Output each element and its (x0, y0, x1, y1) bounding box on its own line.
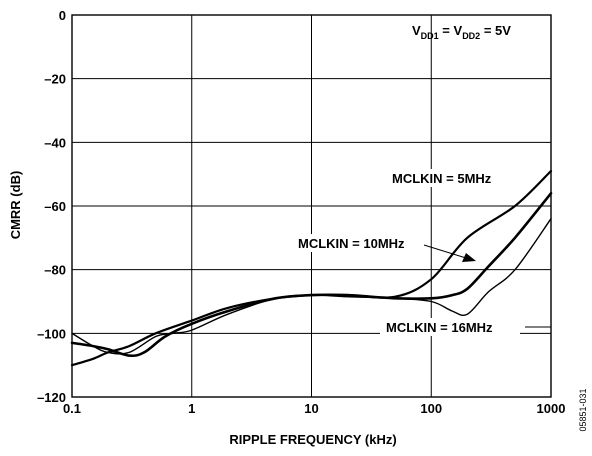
annotation-16mhz: MCLKIN = 16MHz (386, 320, 493, 335)
x-tick-label: 1000 (537, 401, 566, 416)
y-axis-label: CMRR (dB) (8, 171, 23, 240)
x-tick-label: 1 (188, 401, 195, 416)
plot-frame (71, 14, 552, 398)
y-tick-label: –60 (44, 199, 66, 214)
tick-labels: 0.1 1 10 100 1000 0 –20 –40 –60 –80 –100 –120 (37, 8, 565, 416)
annotation-5mhz: MCLKIN = 5MHz (392, 171, 492, 186)
leader-10mhz (423, 244, 467, 259)
grid (72, 15, 551, 397)
arrow-10mhz (462, 253, 476, 262)
label-bg-5mhz (386, 169, 510, 187)
y-tick-label: 0 (59, 8, 66, 23)
x-tick-label: 0.1 (63, 401, 81, 416)
label-bg-10mhz (294, 234, 422, 252)
annotation-10mhz: MCLKIN = 10MHz (298, 236, 405, 251)
condition-label: VDD1 = VDD2 = 5V (412, 23, 511, 41)
y-tick-label: –80 (44, 263, 66, 278)
x-tick-label: 100 (420, 401, 442, 416)
label-bg-16mhz (380, 318, 520, 336)
y-tick-label: –40 (44, 135, 66, 150)
figure-id: 05851-031 (578, 388, 588, 431)
y-tick-label: –100 (37, 326, 66, 341)
y-tick-label: –20 (44, 72, 66, 87)
y-tick-label: –120 (37, 390, 66, 405)
x-tick-label: 10 (304, 401, 318, 416)
x-axis-label: RIPPLE FREQUENCY (kHz) (229, 432, 396, 447)
curves (70, 169, 553, 367)
series-line-3 (71, 218, 552, 355)
